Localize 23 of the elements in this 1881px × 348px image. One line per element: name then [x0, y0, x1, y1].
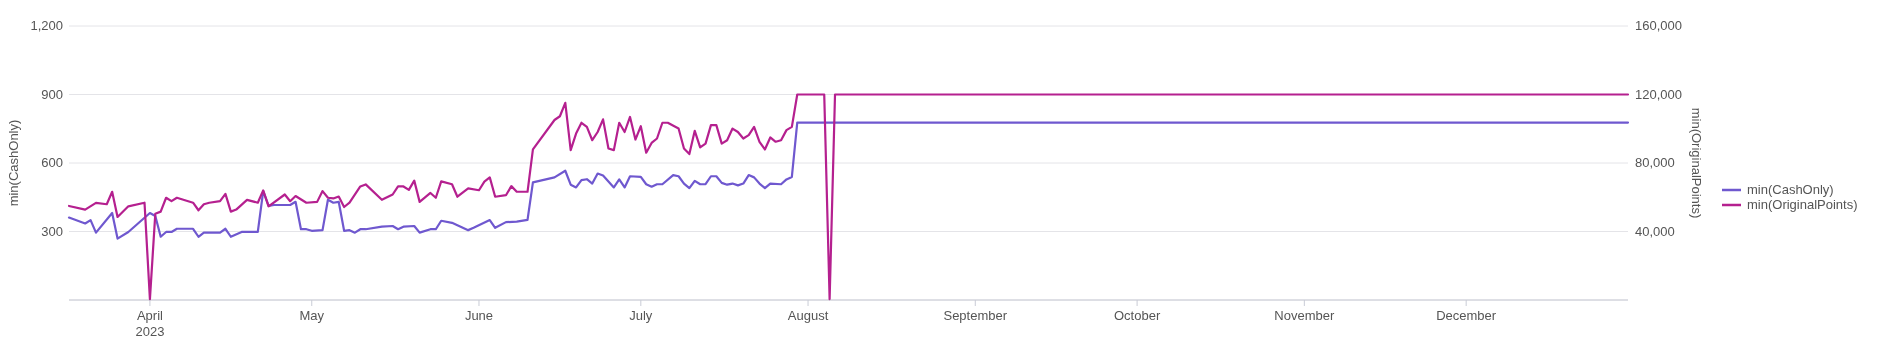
x-tick-label: November [1274, 308, 1335, 323]
y2-tick-label: 160,000 [1635, 18, 1682, 33]
y2-tick-label: 80,000 [1635, 155, 1675, 170]
x-tick-label: May [299, 308, 325, 323]
legend-label: min(CashOnly) [1747, 182, 1834, 197]
y2-tick-label: 120,000 [1635, 86, 1682, 102]
x-tick-label: April 2023 [135, 308, 165, 339]
x-tick-label: June [464, 308, 494, 323]
y2-tick-label: 40,000 [1635, 223, 1675, 239]
y-tick-label: 900 [41, 86, 63, 102]
x-tick-label: December [1436, 308, 1497, 323]
x-tick-label: July [629, 308, 653, 323]
legend-label: min(OriginalPoints) [1747, 197, 1858, 212]
y-tick-label: 300 [41, 223, 63, 239]
x-tick-label: October [1113, 308, 1161, 323]
y-tick-label: 600 [41, 155, 63, 170]
x-tick-label: August [787, 308, 829, 323]
x-tick-label: September [943, 308, 1008, 323]
line-series [67, 93, 1630, 301]
line-series [67, 121, 1630, 240]
y-axis-title: min(CashOnly) [6, 119, 21, 207]
y2-axis-title: min(OriginalPoints) [1689, 107, 1704, 219]
y-tick-label: 1,200 [30, 18, 63, 33]
